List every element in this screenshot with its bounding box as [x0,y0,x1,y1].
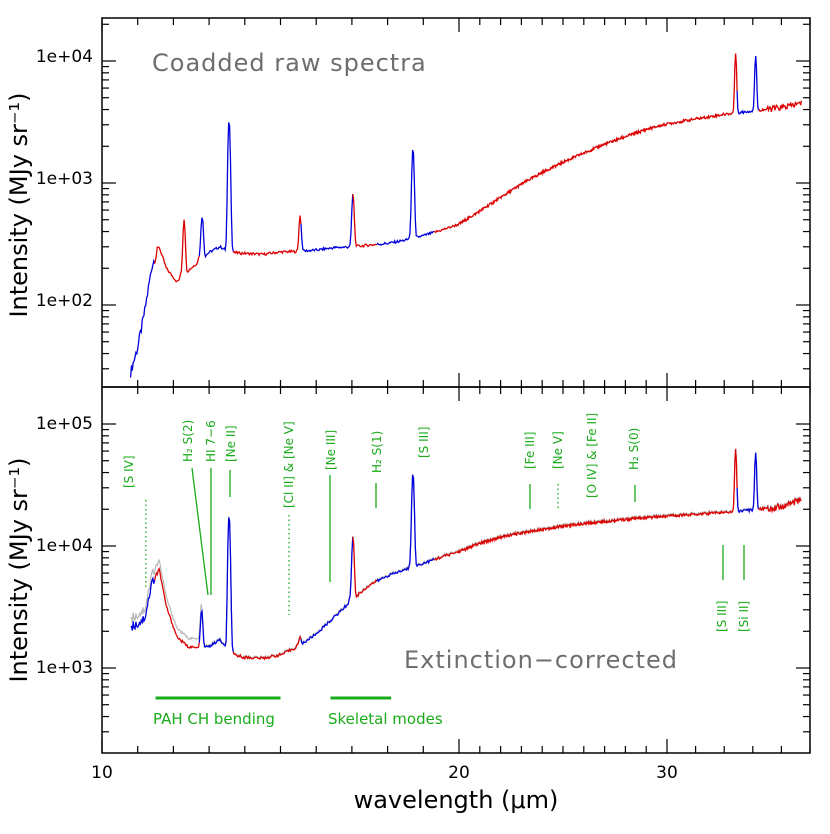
line-label-si-ii: [Si II] [737,601,751,632]
bottom-y-axis-title: Intensity (MJy sr⁻¹) [5,457,33,682]
bottom-spectrum-segment-8 [736,452,760,514]
top-spectrum-segment-5 [352,193,377,249]
bottom-spectrum-segment-1 [154,566,200,649]
bottom-spectrum-segment-3 [232,635,302,661]
line-label-ne-iii: [Ne III] [324,430,338,470]
bottom-y-tick-label-1e4: 1e+04 [36,536,93,556]
top-spectrum-segment-2 [198,122,234,259]
bottom-panel-title: Extinction−corrected [404,646,678,674]
top-y-tick-label-1e2: 1e+02 [36,291,93,311]
top-spectrum-segment-9 [758,100,803,113]
uncorrected-spectrum-line [130,448,802,660]
line-label-s-iii-long: [S III] [715,601,729,632]
top-spectrum-segment-1 [154,219,200,283]
bottom-spectrum-segment-4 [300,536,354,646]
x-axis-title: wavelength (μm) [354,786,559,814]
band-label-pah-ch-bending: PAH CH bending [153,710,275,728]
line-label-hi-7-6: HI 7−6 [204,420,218,462]
bottom-panel-content [101,387,811,753]
top-spectrum-segment-4 [300,193,354,253]
line-label-ne-v: [Ne V] [551,431,565,469]
bottom-spectrum-segment-9 [758,496,802,514]
line-label-h2-s2: H₂ S(2) [181,420,195,462]
x-tick-label-30: 30 [656,763,678,783]
top-y-tick-label-1e3: 1e+03 [36,169,93,189]
bottom-spectrum-segment-7 [433,449,738,561]
bottom-spectrum-segment-2 [198,517,234,652]
top-spectrum-segment-3 [232,215,302,257]
top-panel-title: Coadded raw spectra [152,49,427,77]
top-spectrum-segment-6 [376,149,435,246]
line-label-o-iv-fe-ii: [O IV] & [Fe II] [585,413,599,498]
top-spectrum-segment-0 [129,258,156,378]
top-spectrum-segment-8 [736,55,760,115]
top-y-tick-label-1e4: 1e+04 [36,47,93,67]
top-spectrum-segment-7 [433,53,738,234]
line-label-cl-ii-ne-v: [Cl II] & [Ne V] [282,421,296,508]
line-label-s-iii: [S III] [417,427,431,458]
x-tick-label-10: 10 [91,763,113,783]
bottom-y-tick-label-1e3: 1e+03 [36,658,93,678]
bottom-spectrum-segment-0 [130,576,156,631]
bottom-spectrum-segment-6 [376,474,435,583]
bottom-spectrum-segment-5 [352,536,378,599]
bottom-panel-frame [101,386,811,754]
top-y-axis-title: Intensity (MJy sr⁻¹) [5,92,33,317]
top-panel-content [101,18,811,387]
line-label-h2-s1: H₂ S(1) [370,431,384,473]
band-label-skeletal-modes: Skeletal modes [328,710,443,728]
line-label-fe-iii: [Fe III] [523,432,537,469]
line-label-ne-ii: [Ne II] [224,425,238,462]
line-label-s-iv: [S IV] [122,455,136,488]
line-label-h2-s0: H₂ S(0) [627,428,641,470]
line-marker-h2-s2 [191,467,209,596]
bottom-y-tick-label-1e5: 1e+05 [36,414,93,434]
x-tick-label-20: 20 [448,763,470,783]
